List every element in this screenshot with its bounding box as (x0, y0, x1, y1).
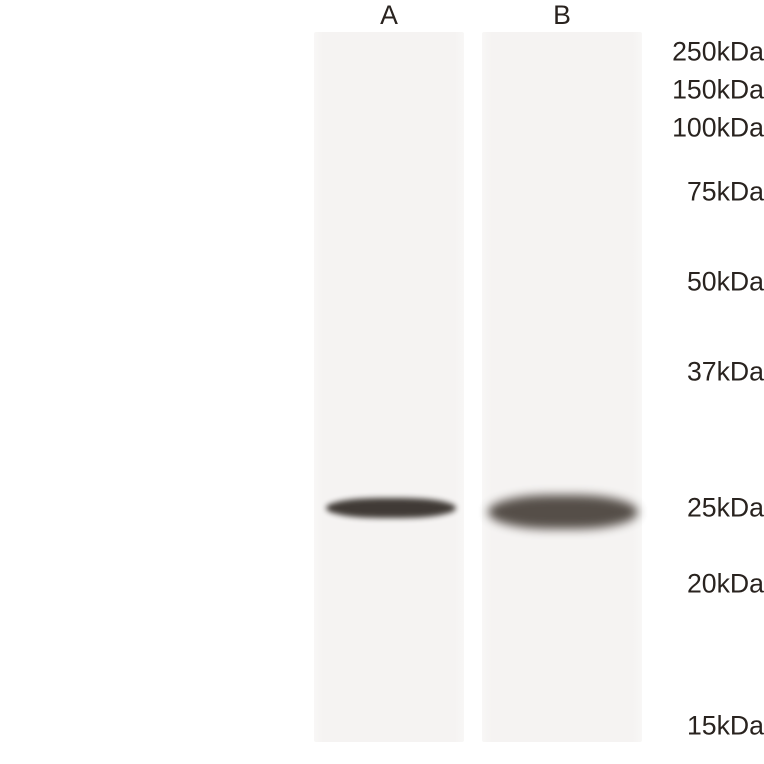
marker-15: 15kDa (460, 711, 764, 742)
western-blot-figure: A B 250kDa 150kDa 100kDa 75kDa 50kDa 37k… (0, 0, 764, 764)
marker-100: 100kDa (460, 113, 764, 144)
marker-150: 150kDa (460, 75, 764, 106)
lane-header-b: B (482, 0, 642, 31)
lane-header-a: A (314, 0, 464, 31)
marker-20: 20kDa (460, 569, 764, 600)
marker-250: 250kDa (460, 37, 764, 68)
band-lane-a-25kda (326, 498, 456, 518)
marker-50: 50kDa (460, 267, 764, 298)
marker-75: 75kDa (460, 177, 764, 208)
marker-37: 37kDa (460, 357, 764, 388)
lane-a (314, 32, 464, 742)
band-lane-b-25kda (488, 495, 638, 529)
